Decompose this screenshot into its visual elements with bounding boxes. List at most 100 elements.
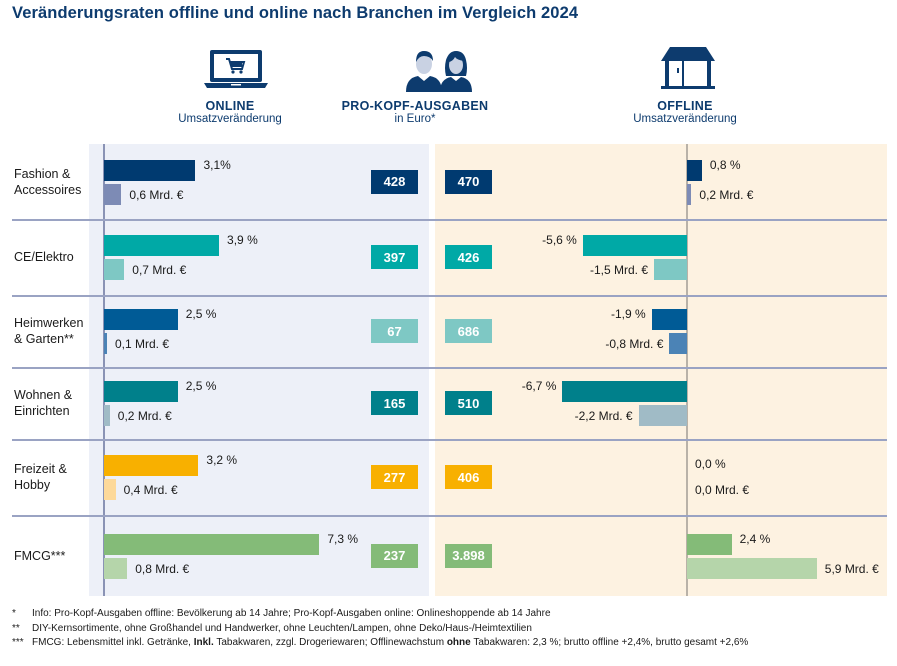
per-capita-offline-box: 406: [445, 465, 492, 489]
online-revenue-bar: [104, 259, 125, 280]
online-percent-label: 7,3 %: [327, 531, 359, 546]
offline-percent-label: 2,4 %: [739, 531, 771, 546]
online-header: ONLINE Umsatzveränderung: [150, 99, 310, 126]
online-percent-label: 3,2 %: [206, 453, 238, 467]
per-capita-online-box: 237: [371, 543, 418, 568]
offline-percent-label: -1,9 %: [610, 307, 646, 321]
footnote-text: DIY-Kernsortimente, ohne Großhandel und …: [32, 622, 532, 634]
offline-revenue-bar: [687, 557, 817, 579]
category-label: Heimwerken & Garten**: [14, 315, 83, 347]
offline-percent-label: -6,7 %: [521, 379, 557, 393]
footnote-marker: ***: [12, 637, 24, 648]
offline-header: OFFLINE Umsatzveränderung: [610, 99, 760, 126]
online-percent-label: 3,1%: [203, 157, 231, 172]
offline-percent-bar: [562, 381, 687, 402]
footnote-marker: *: [12, 608, 16, 619]
category-label: Wohnen & Einrichten: [14, 387, 72, 419]
online-revenue-label: 0,6 Mrd. €: [129, 187, 184, 202]
category-label-line: Accessoires: [14, 182, 82, 197]
footnotes: * Info: Pro-Kopf-Ausgaben offline: Bevölk…: [12, 607, 748, 651]
footnote-text: FMCG: Lebensmittel inkl. Getränke, Inkl.…: [32, 637, 748, 648]
footnote-3: *** FMCG: Lebensmittel inkl. Getränke, In…: [12, 636, 748, 651]
footnote-emphasis: ohne: [446, 637, 471, 648]
offline-revenue-bar: [638, 405, 687, 426]
footnote-text-part: Tabakwaren, zzgl. Drogeriewaren; Offline…: [213, 637, 447, 648]
online-percent-bar: [104, 381, 178, 402]
row-separator: [12, 219, 887, 221]
offline-revenue-bar: [687, 183, 692, 205]
row-separator: [12, 439, 887, 441]
offline-revenue-bar: [669, 333, 687, 354]
per-capita-offline-box: 470: [445, 169, 492, 194]
offline-percent-label: 0,8 %: [709, 157, 741, 172]
footnote-marker: **: [12, 622, 20, 634]
footnote-text: Info: Pro-Kopf-Ausgaben offline: Bevölke…: [32, 608, 551, 619]
category-label-line: CE/Elektro: [14, 250, 74, 264]
category-label: CE/Elektro: [14, 249, 74, 265]
online-revenue-bar: [104, 405, 110, 426]
offline-revenue-label: 0,0 Mrd. €: [695, 483, 750, 497]
offline-revenue-label: -0,8 Mrd. €: [605, 337, 664, 351]
online-revenue-label: 0,1 Mrd. €: [115, 337, 170, 351]
online-panel-background: [89, 144, 429, 596]
offline-zero-axis: [686, 144, 688, 596]
online-percent-label: 3,9 %: [227, 233, 258, 247]
online-zero-axis: [103, 144, 105, 596]
footnote-emphasis: Inkl.: [193, 637, 214, 648]
category-label: Fashion & Accessoires: [14, 166, 81, 198]
per-capita-online-box: 277: [371, 465, 418, 489]
online-percent-bar: [104, 309, 178, 330]
online-revenue-bar: [104, 557, 128, 579]
offline-revenue-label: 0,2 Mrd. €: [699, 187, 754, 202]
per-capita-online-box: 428: [371, 169, 418, 194]
online-percent-bar: [104, 159, 196, 181]
category-label-line: Wohnen &: [14, 388, 73, 402]
category-label-line: Heimwerken: [14, 316, 84, 330]
online-revenue-bar: [104, 479, 116, 500]
category-label: FMCG***: [14, 548, 65, 564]
online-percent-bar: [104, 455, 199, 476]
offline-revenue-label: 5,9 Mrd. €: [824, 561, 879, 576]
online-revenue-label: 0,7 Mrd. €: [132, 263, 187, 277]
category-label-line: FMCG***: [14, 548, 66, 563]
offline-percent-label: 0,0 %: [695, 457, 726, 471]
online-percent-label: 2,5 %: [185, 307, 217, 321]
online-percent-bar: [104, 533, 320, 555]
online-percent-label: 2,5 %: [185, 379, 217, 393]
offline-revenue-label: -2,2 Mrd. €: [574, 409, 633, 423]
row-separator: [12, 367, 887, 369]
footnote-2: ** DIY-Kernsortimente, ohne Großhandel un…: [12, 622, 748, 637]
offline-revenue-bar: [654, 259, 687, 280]
footnote-1: * Info: Pro-Kopf-Ausgaben offline: Bevölk…: [12, 607, 748, 622]
per-capita-header-title: PRO-KOPF-AUSGABEN: [341, 99, 489, 113]
per-capita-online-box: 397: [371, 245, 418, 269]
offline-percent-bar: [687, 533, 732, 555]
offline-panel-background: [435, 144, 887, 596]
footnote-text-part: Tabakwaren: 2,3 %; brutto offline +2,4%,…: [470, 637, 749, 648]
category-label-line: Fashion &: [14, 166, 71, 181]
offline-revenue-label: -1,5 Mrd. €: [589, 263, 648, 277]
category-label-line: Einrichten: [14, 404, 70, 418]
online-revenue-label: 0,2 Mrd. €: [117, 409, 172, 423]
online-percent-bar: [104, 235, 220, 256]
laptop-cart-icon: [204, 48, 268, 95]
online-revenue-label: 0,8 Mrd. €: [135, 561, 190, 576]
online-revenue-label: 0,4 Mrd. €: [123, 483, 178, 497]
row-separator: [12, 295, 887, 297]
per-capita-online-box: 165: [371, 391, 418, 415]
per-capita-offline-box: 510: [445, 391, 492, 415]
offline-header-subtitle: Umsatzveränderung: [633, 113, 737, 125]
per-capita-online-box: 67: [371, 319, 418, 343]
offline-header-title: OFFLINE: [657, 99, 713, 113]
offline-percent-label: -5,6 %: [542, 233, 577, 247]
row-separator: [12, 515, 887, 517]
per-capita-header: PRO-KOPF-AUSGABEN in Euro*: [340, 99, 490, 126]
per-capita-offline-box: 686: [445, 319, 492, 343]
people-icon: [404, 50, 474, 97]
per-capita-offline-box: 426: [445, 245, 492, 269]
per-capita-header-subtitle: in Euro*: [394, 113, 436, 125]
offline-percent-bar: [651, 309, 687, 330]
offline-percent-bar: [582, 235, 687, 256]
footnote-text-part: FMCG: Lebensmittel inkl. Getränke,: [32, 637, 194, 648]
online-header-title: ONLINE: [205, 99, 255, 113]
